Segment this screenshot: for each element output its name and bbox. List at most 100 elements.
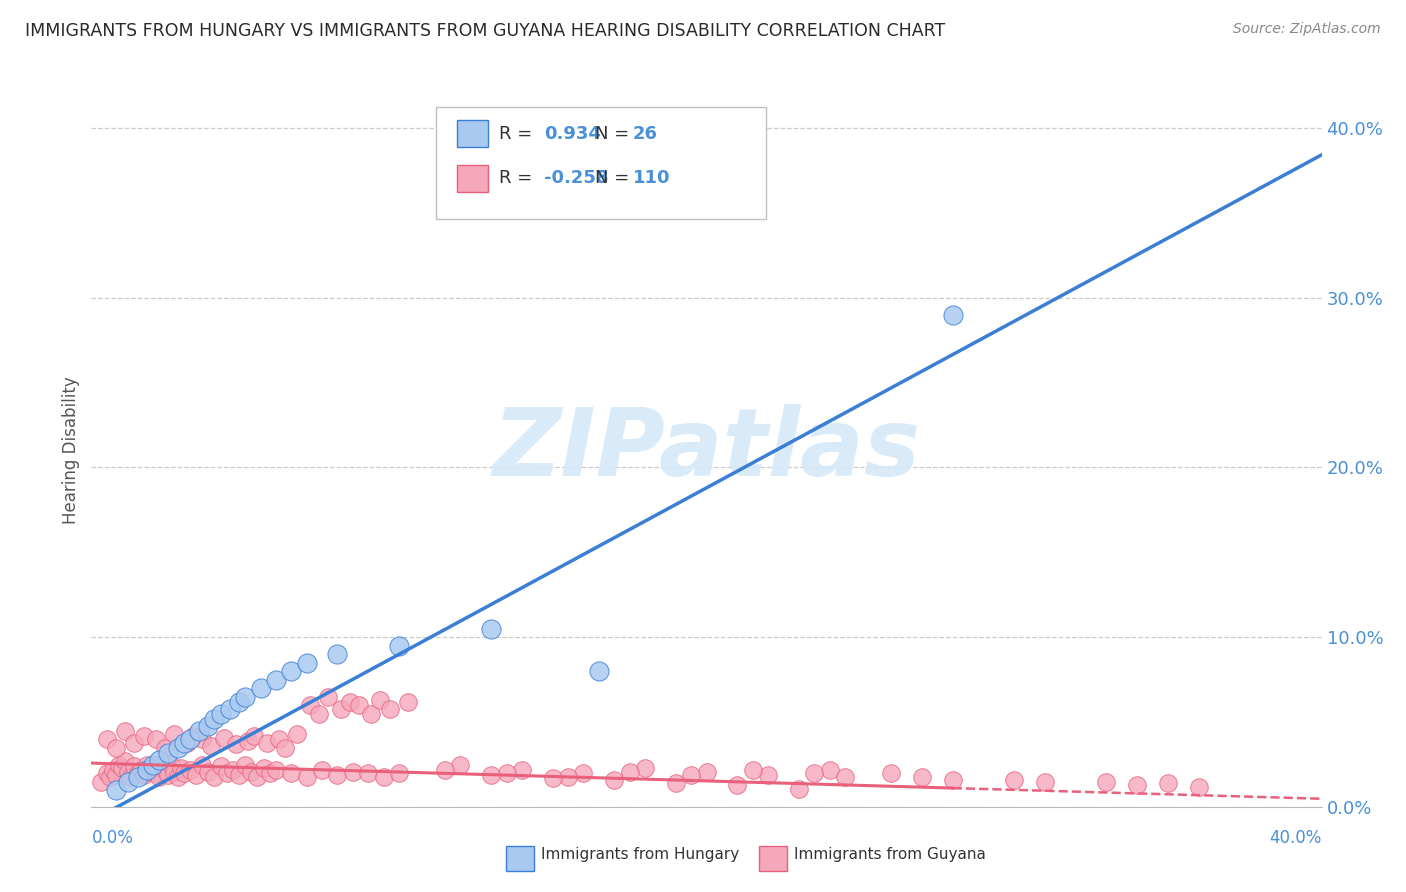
Point bbox=[1157, 776, 1180, 790]
Point bbox=[259, 766, 281, 780]
Point bbox=[267, 732, 290, 747]
Point bbox=[449, 757, 471, 772]
Point bbox=[243, 729, 266, 743]
Point bbox=[145, 766, 167, 780]
Point bbox=[179, 763, 201, 777]
Text: 26: 26 bbox=[633, 125, 658, 143]
Point bbox=[127, 766, 149, 780]
Point bbox=[495, 766, 517, 780]
Point bbox=[225, 738, 247, 752]
Point bbox=[264, 763, 287, 777]
Point bbox=[339, 695, 361, 709]
Point bbox=[240, 764, 263, 779]
Point bbox=[157, 746, 180, 760]
Point bbox=[256, 736, 278, 750]
Point bbox=[725, 778, 748, 792]
Point bbox=[373, 770, 395, 784]
Point bbox=[96, 766, 118, 780]
Point bbox=[200, 739, 222, 753]
Point bbox=[176, 736, 198, 750]
Text: IMMIGRANTS FROM HUNGARY VS IMMIGRANTS FROM GUYANA HEARING DISABILITY CORRELATION: IMMIGRANTS FROM HUNGARY VS IMMIGRANTS FR… bbox=[25, 22, 946, 40]
Point bbox=[696, 764, 718, 779]
Point bbox=[1187, 780, 1209, 794]
Point bbox=[295, 656, 318, 670]
Point bbox=[557, 770, 579, 784]
Point bbox=[105, 740, 127, 755]
Text: ZIPatlas: ZIPatlas bbox=[492, 404, 921, 497]
Point bbox=[342, 764, 364, 779]
Point bbox=[911, 770, 934, 784]
Point bbox=[117, 764, 139, 779]
Point bbox=[184, 768, 207, 782]
Point bbox=[145, 732, 167, 747]
Point bbox=[298, 698, 321, 713]
Point bbox=[101, 763, 124, 777]
Point bbox=[163, 727, 186, 741]
Point bbox=[166, 770, 188, 784]
Y-axis label: Hearing Disability: Hearing Disability bbox=[62, 376, 80, 524]
Point bbox=[246, 770, 269, 784]
Point bbox=[148, 770, 170, 784]
Text: -0.258: -0.258 bbox=[544, 169, 609, 187]
Point bbox=[787, 781, 810, 796]
Text: R =: R = bbox=[499, 125, 538, 143]
Point bbox=[163, 764, 186, 779]
Point bbox=[280, 665, 302, 679]
Point bbox=[510, 763, 533, 777]
Point bbox=[129, 763, 152, 777]
Text: 0.0%: 0.0% bbox=[91, 829, 134, 847]
Point bbox=[572, 766, 595, 780]
Point bbox=[132, 768, 155, 782]
Point bbox=[148, 753, 170, 767]
Point bbox=[188, 723, 211, 738]
Point bbox=[360, 706, 382, 721]
Point bbox=[834, 770, 856, 784]
Point bbox=[218, 702, 240, 716]
Point bbox=[114, 723, 136, 738]
Point bbox=[249, 681, 271, 696]
Point bbox=[541, 772, 564, 786]
Point bbox=[308, 706, 330, 721]
Point bbox=[619, 764, 641, 779]
Point bbox=[117, 774, 139, 789]
Point bbox=[434, 763, 457, 777]
Point bbox=[197, 764, 219, 779]
Point bbox=[90, 774, 112, 789]
Point bbox=[135, 763, 157, 777]
Point bbox=[1126, 778, 1149, 792]
Point bbox=[880, 766, 903, 780]
Text: 110: 110 bbox=[633, 169, 671, 187]
Text: 40.0%: 40.0% bbox=[1270, 829, 1322, 847]
Point bbox=[388, 639, 411, 653]
Point bbox=[114, 755, 136, 769]
Point bbox=[169, 761, 191, 775]
Point bbox=[160, 757, 183, 772]
Point bbox=[756, 768, 779, 782]
Point bbox=[212, 731, 235, 745]
Point bbox=[1002, 773, 1025, 788]
Point bbox=[105, 783, 127, 797]
Point bbox=[124, 736, 146, 750]
Point bbox=[222, 763, 245, 777]
Point bbox=[96, 732, 118, 747]
Point bbox=[191, 732, 214, 747]
Point bbox=[479, 768, 502, 782]
Point bbox=[135, 757, 157, 772]
Point bbox=[942, 308, 965, 322]
Point bbox=[132, 729, 155, 743]
Point bbox=[665, 776, 688, 790]
Point bbox=[357, 766, 380, 780]
Point bbox=[326, 768, 349, 782]
Point bbox=[295, 770, 318, 784]
Point bbox=[197, 719, 219, 733]
Point bbox=[238, 734, 260, 748]
Point bbox=[347, 698, 370, 713]
Point bbox=[111, 761, 134, 775]
Point bbox=[179, 732, 201, 747]
Point bbox=[139, 764, 162, 779]
Point bbox=[127, 770, 149, 784]
Point bbox=[316, 690, 339, 704]
Point bbox=[803, 766, 825, 780]
Point bbox=[215, 766, 238, 780]
Point bbox=[157, 768, 180, 782]
